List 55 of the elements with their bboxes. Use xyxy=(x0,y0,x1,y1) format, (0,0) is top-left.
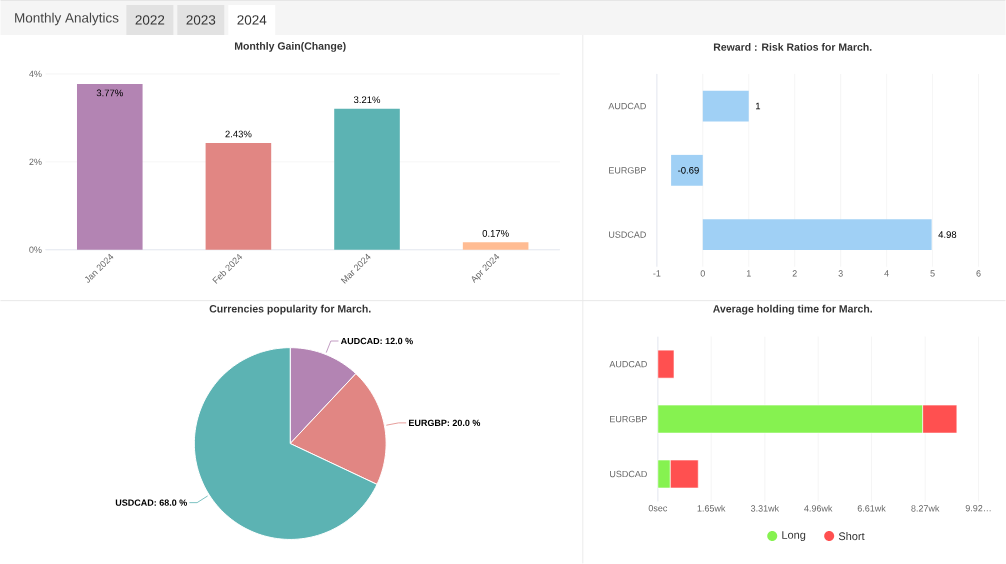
data-label: : 12.0 % xyxy=(380,337,413,345)
x-tick-label: 1.65wk xyxy=(697,505,726,512)
y-tick-label: USDCAD xyxy=(609,231,646,238)
legend-label: Long xyxy=(782,531,806,542)
data-label: : 20.0 % xyxy=(447,419,481,427)
bar xyxy=(76,84,143,250)
text: 2023 xyxy=(186,15,216,25)
y-tick-label: USDCAD xyxy=(610,470,647,478)
x-tick-label: 9.92… xyxy=(965,505,991,512)
data-label: 3.21% xyxy=(353,96,381,104)
chart-title: Monthly Gain(Change) xyxy=(234,42,346,52)
chart-title: Reward : Risk Ratios for March. xyxy=(713,43,872,51)
y-tick-label: 2% xyxy=(29,158,42,166)
y-tick-label: EURGBP xyxy=(609,167,646,174)
text: 2022 xyxy=(135,15,165,25)
data-label: 0.17% xyxy=(482,230,509,237)
x-tick-label: 2 xyxy=(792,270,797,277)
bar xyxy=(702,90,749,122)
bar xyxy=(334,108,400,250)
text: 2024 xyxy=(237,15,267,25)
y-tick-label: EURGBP xyxy=(610,415,647,423)
x-tick-label: 3.31wk xyxy=(750,505,780,512)
x-tick-label: -1 xyxy=(653,270,661,277)
data-label: 4.98 xyxy=(938,231,957,238)
y-tick-label: 4% xyxy=(29,70,42,78)
y-tick-label: 0% xyxy=(29,246,42,253)
x-tick-label: 0 xyxy=(700,270,705,277)
x-tick-label: 3 xyxy=(838,270,843,277)
x-tick-label: 6 xyxy=(976,270,981,277)
data-label: 2.43% xyxy=(225,130,252,138)
x-tick-label: 0sec xyxy=(648,505,668,512)
bar xyxy=(702,219,932,251)
data-label: 1 xyxy=(756,102,761,110)
slice-label: AUDCAD xyxy=(340,337,380,345)
x-tick-label: 1 xyxy=(746,270,751,277)
text: Monthly Analytics xyxy=(15,12,119,26)
bar xyxy=(205,142,272,250)
x-tick-label: 6.61wk xyxy=(857,505,886,512)
bar xyxy=(657,349,675,379)
data-label: 3.77% xyxy=(96,89,123,97)
x-tick-label: 8.27wk xyxy=(911,505,940,512)
x-tick-label: 4.96wk xyxy=(804,505,833,512)
y-tick-label: AUDCAD xyxy=(609,360,647,368)
legend-label: Short xyxy=(838,532,865,541)
y-tick-label: AUDCAD xyxy=(608,102,646,110)
slice-label: USDCAD xyxy=(115,499,154,506)
data-label: -0.69 xyxy=(678,166,699,174)
chart-title: Average holding time for March. xyxy=(713,304,872,315)
slice-label: EURGBP xyxy=(409,419,447,427)
data-label: : 68.0 % xyxy=(154,499,187,506)
bar xyxy=(671,154,703,186)
x-tick-label: 4 xyxy=(884,270,889,277)
x-tick-label: 5 xyxy=(930,270,935,277)
chart-title: Currencies popularity for March. xyxy=(209,304,371,315)
bar xyxy=(462,242,529,250)
